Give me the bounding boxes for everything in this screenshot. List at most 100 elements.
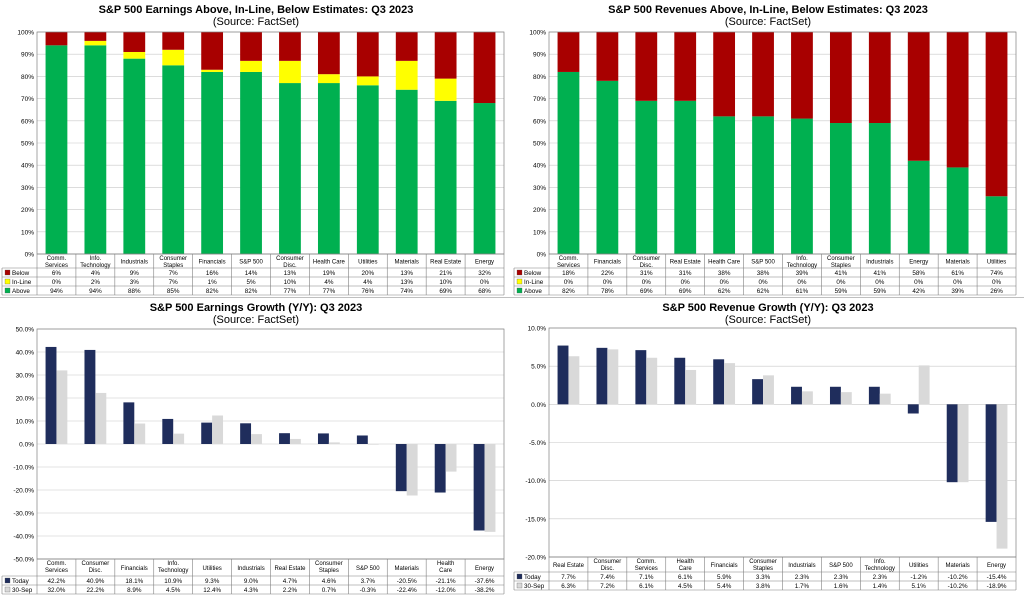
bar-today <box>201 422 213 444</box>
bar-today <box>473 444 485 531</box>
bar-today <box>907 404 919 414</box>
bar-today <box>674 357 686 405</box>
bar-30-sep <box>607 349 619 405</box>
category-label: Consumer Staples <box>315 561 343 574</box>
y-tick-label: 50.0% <box>16 327 35 334</box>
table-value: 41% <box>873 270 886 277</box>
y-tick-label: 20% <box>21 207 34 214</box>
category-label: Health Care <box>677 559 694 572</box>
bar-above <box>123 58 146 254</box>
category-label: Real Estate <box>553 563 585 569</box>
table-value: 4% <box>363 279 373 286</box>
table-value: 77% <box>323 288 336 295</box>
table-value: 9.0% <box>244 578 259 585</box>
y-tick-label: 0% <box>537 252 547 259</box>
bar-below <box>946 32 969 168</box>
revenue-growth-panel: S&P 500 Revenue Growth (Y/Y): Q3 2023 (S… <box>512 298 1024 596</box>
y-tick-label: -30.0% <box>13 511 34 518</box>
category-label: Utilities <box>987 260 1006 266</box>
bar-30-sep <box>646 357 658 405</box>
chart-title: S&P 500 Revenues Above, In-Line, Below E… <box>608 4 928 16</box>
table-value: 4% <box>324 279 334 286</box>
bar-30-sep <box>763 375 774 405</box>
bar-today <box>596 347 608 405</box>
table-value: 69% <box>679 288 692 295</box>
category-label: Energy <box>475 260 494 266</box>
y-tick-label: 100% <box>529 30 546 37</box>
table-value: 62% <box>757 288 770 295</box>
bar-30-sep <box>801 391 813 405</box>
table-value: 0% <box>603 279 613 286</box>
y-tick-label: 20.0% <box>16 396 35 403</box>
bar-below <box>791 32 813 119</box>
table-value: -37.6% <box>475 578 495 585</box>
table-value: 13% <box>400 270 413 277</box>
table-value: 31% <box>679 270 692 277</box>
earnings-surprise-panel: S&P 500 Earnings Above, In-Line, Below E… <box>0 0 512 298</box>
table-value: 10.9% <box>164 578 182 585</box>
chart-title: S&P 500 Earnings Above, In-Line, Below E… <box>98 4 414 16</box>
category-label: Real Estate <box>274 566 306 572</box>
legend-swatch <box>4 278 11 285</box>
bar-below <box>356 32 379 77</box>
table-value: 7.1% <box>639 574 654 581</box>
table-value: 32.0% <box>48 587 66 594</box>
category-label: Comm. Services <box>45 256 68 269</box>
bar-above <box>907 160 930 254</box>
bar-today <box>557 345 569 405</box>
bar-above <box>356 85 379 254</box>
table-value: 14% <box>245 270 258 277</box>
table-value: 9% <box>130 270 140 277</box>
bar-30-sep <box>568 356 580 405</box>
bar-below <box>395 32 418 61</box>
legend-swatch <box>516 573 523 580</box>
category-label: S&P 500 <box>829 563 853 569</box>
legend-label: Above <box>12 288 30 295</box>
category-label: Consumer Staples <box>827 256 855 269</box>
table-value: -10.2% <box>948 574 968 581</box>
bar-inline <box>434 78 457 101</box>
table-value: 22% <box>601 270 614 277</box>
table-value: -1.2% <box>910 574 927 581</box>
table-value: 3.8% <box>756 583 771 590</box>
table-value: 74% <box>400 288 413 295</box>
category-label: Info. Technology <box>787 256 817 269</box>
bar-30-sep <box>484 444 496 532</box>
table-value: 1% <box>208 279 218 286</box>
legend-label: Below <box>12 270 30 277</box>
table-value: 4.5% <box>678 583 693 590</box>
bar-inline <box>123 51 146 59</box>
y-tick-label: 10% <box>21 229 34 236</box>
category-label: Utilities <box>202 566 221 572</box>
bar-below <box>317 32 340 75</box>
category-label: Comm. Services <box>45 561 68 574</box>
table-value: -10.2% <box>948 583 968 590</box>
y-tick-label: -15.0% <box>525 516 546 523</box>
table-value: 0% <box>953 279 963 286</box>
table-value: 0% <box>564 279 574 286</box>
category-label: S&P 500 <box>239 260 263 266</box>
table-value: 0% <box>480 279 490 286</box>
table-value: 38% <box>718 270 731 277</box>
bar-30-sep <box>56 370 68 444</box>
category-label: Materials <box>945 563 969 569</box>
bar-30-sep <box>289 438 301 444</box>
bar-below <box>434 32 457 79</box>
bar-inline <box>240 60 262 72</box>
y-tick-label: 40% <box>21 163 34 170</box>
bar-30-sep <box>840 392 852 405</box>
table-value: 39% <box>951 288 964 295</box>
bar-below <box>907 32 930 161</box>
table-value: 85% <box>167 288 180 295</box>
table-value: 7% <box>169 270 179 277</box>
y-tick-label: 30% <box>533 185 546 192</box>
legend-swatch <box>4 577 11 584</box>
table-value: 13% <box>284 270 297 277</box>
bar-below <box>674 32 697 101</box>
bar-below <box>829 32 852 124</box>
table-value: 3.7% <box>361 578 376 585</box>
bar-below <box>45 32 68 46</box>
category-label: Consumer Disc. <box>82 561 110 574</box>
legend-swatch <box>516 287 523 294</box>
y-tick-label: 100% <box>17 30 34 37</box>
